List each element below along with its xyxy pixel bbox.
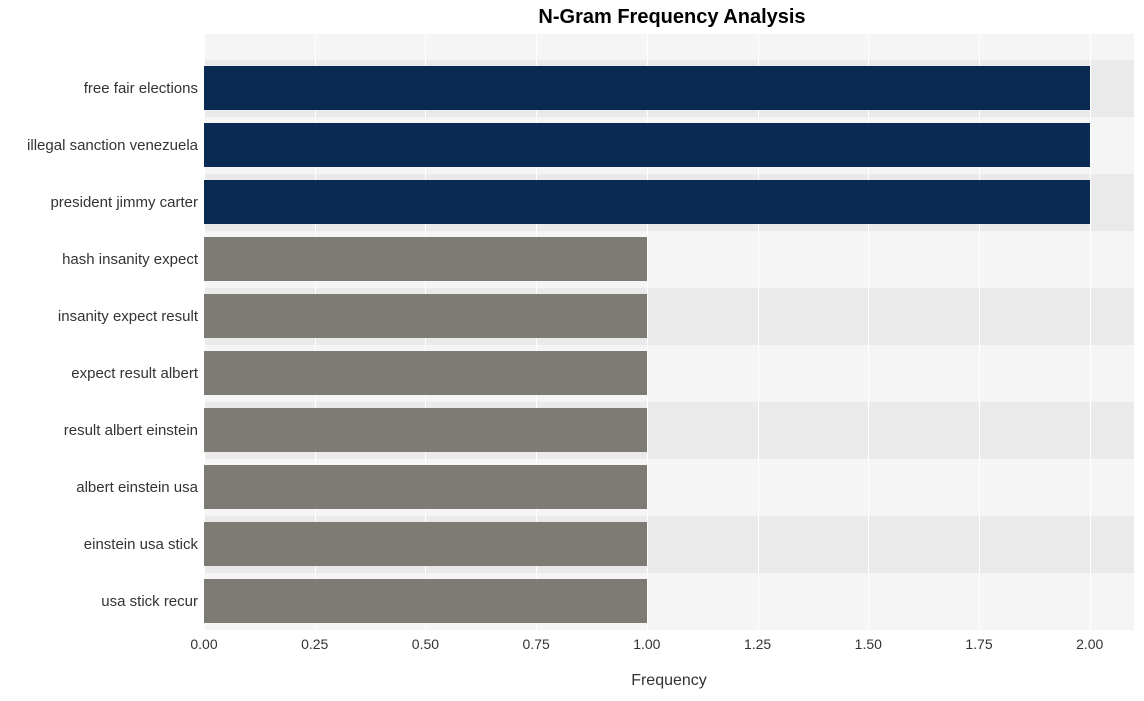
y-tick-label: expect result albert	[0, 365, 198, 382]
chart-title: N-Gram Frequency Analysis	[200, 6, 1144, 29]
x-tick-label: 1.75	[965, 636, 992, 652]
y-tick-label: insanity expect result	[0, 308, 198, 325]
bar	[204, 522, 647, 566]
plot-area	[204, 34, 1134, 630]
y-tick-label: hash insanity expect	[0, 251, 198, 268]
x-tick-label: 1.50	[855, 636, 882, 652]
x-tick-label: 0.75	[523, 636, 550, 652]
bar	[204, 579, 647, 623]
x-tick-label: 2.00	[1076, 636, 1103, 652]
bar	[204, 351, 647, 395]
bar	[204, 408, 647, 452]
y-tick-label: illegal sanction venezuela	[0, 137, 198, 154]
bar	[204, 180, 1090, 224]
y-tick-label: usa stick recur	[0, 593, 198, 610]
y-tick-label: einstein usa stick	[0, 536, 198, 553]
bar	[204, 237, 647, 281]
y-tick-label: result albert einstein	[0, 422, 198, 439]
x-tick-label: 1.00	[633, 636, 660, 652]
x-tick-label: 0.25	[301, 636, 328, 652]
grid-line	[1090, 34, 1091, 630]
y-tick-label: free fair elections	[0, 80, 198, 97]
bar	[204, 465, 647, 509]
bar	[204, 123, 1090, 167]
bar	[204, 294, 647, 338]
y-tick-label: albert einstein usa	[0, 479, 198, 496]
x-tick-label: 1.25	[744, 636, 771, 652]
ngram-frequency-chart: N-Gram Frequency Analysis Frequency free…	[0, 0, 1144, 701]
x-axis-title: Frequency	[204, 672, 1134, 690]
x-tick-label: 0.00	[190, 636, 217, 652]
bar	[204, 66, 1090, 110]
x-tick-label: 0.50	[412, 636, 439, 652]
y-tick-label: president jimmy carter	[0, 194, 198, 211]
